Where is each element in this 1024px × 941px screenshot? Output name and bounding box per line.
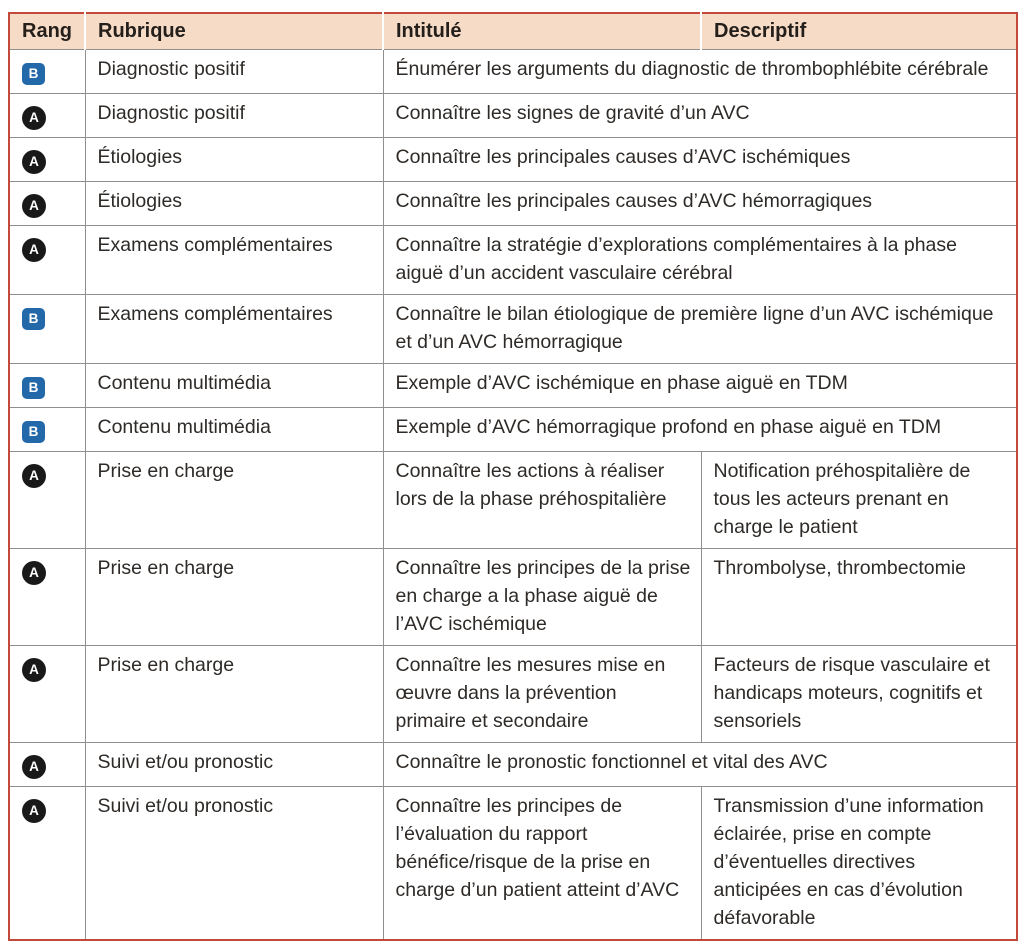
- table-row: A Suivi et/ou pronostic Connaître le pro…: [8, 742, 1018, 787]
- descriptif-cell: Thrombolyse, thrombectomie: [700, 548, 1018, 646]
- rang-cell: B: [8, 294, 86, 364]
- rang-cell: A: [8, 548, 86, 646]
- rank-badge: A: [22, 463, 46, 488]
- rubrique-cell: Contenu multimédia: [84, 407, 384, 452]
- intitule-cell: Connaître les signes de gravité d’un AVC: [382, 93, 1018, 138]
- intitule-cell: Connaître les principales causes d’AVC h…: [382, 181, 1018, 226]
- rank-badge: A: [22, 657, 46, 682]
- column-header-descriptif: Descriptif: [700, 13, 1017, 50]
- rang-cell: A: [8, 137, 86, 182]
- rang-cell: A: [8, 786, 86, 941]
- rank-badge: B: [22, 376, 45, 399]
- intitule-cell: Connaître les principales causes d’AVC i…: [382, 137, 1018, 182]
- table-row: A Étiologies Connaître les principales c…: [8, 181, 1018, 226]
- table-row: A Examens complémentaires Connaître la s…: [8, 225, 1018, 295]
- rubrique-cell: Contenu multimédia: [84, 363, 384, 408]
- table-row: A Diagnostic positif Connaître les signe…: [8, 93, 1018, 138]
- rubrique-cell: Examens complémentaires: [84, 225, 384, 295]
- column-header-rang: Rang: [9, 13, 85, 50]
- descriptif-cell: Facteurs de risque vasculaire et handica…: [700, 645, 1018, 743]
- rubrique-cell: Prise en charge: [84, 548, 384, 646]
- table-row: A Prise en charge Connaître les principe…: [8, 548, 1018, 646]
- rubrique-cell: Suivi et/ou pronostic: [84, 742, 384, 787]
- column-header-rubrique: Rubrique: [84, 13, 383, 50]
- rank-badge: A: [22, 754, 46, 779]
- rank-badge: A: [22, 798, 46, 823]
- table-body: B Diagnostic positif Énumérer les argume…: [8, 49, 1018, 941]
- rank-badge: B: [22, 62, 45, 85]
- rang-cell: A: [8, 93, 86, 138]
- intitule-cell: Connaître les principes de l’évaluation …: [382, 786, 702, 941]
- rang-cell: B: [8, 363, 86, 408]
- intitule-cell: Connaître la stratégie d’explorations co…: [382, 225, 1018, 295]
- intitule-cell: Connaître les actions à réaliser lors de…: [382, 451, 702, 549]
- competence-table: Rang Rubrique Intitulé Descriptif B Diag…: [8, 12, 1018, 941]
- rank-badge: A: [22, 560, 46, 585]
- table-row: A Prise en charge Connaître les actions …: [8, 451, 1018, 549]
- rang-cell: B: [8, 49, 86, 94]
- rang-cell: A: [8, 645, 86, 743]
- rubrique-cell: Étiologies: [84, 137, 384, 182]
- rang-cell: B: [8, 407, 86, 452]
- table-row: B Contenu multimédia Exemple d’AVC isché…: [8, 363, 1018, 408]
- document-page: Rang Rubrique Intitulé Descriptif B Diag…: [8, 12, 1018, 941]
- rubrique-cell: Diagnostic positif: [84, 93, 384, 138]
- table-row: A Suivi et/ou pronostic Connaître les pr…: [8, 786, 1018, 941]
- intitule-cell: Exemple d’AVC ischémique en phase aiguë …: [382, 363, 1018, 408]
- table-header-row: Rang Rubrique Intitulé Descriptif: [9, 13, 1017, 50]
- table-row: A Étiologies Connaître les principales c…: [8, 137, 1018, 182]
- rank-badge: A: [22, 105, 46, 130]
- rubrique-cell: Diagnostic positif: [84, 49, 384, 94]
- rank-badge: B: [22, 420, 45, 443]
- intitule-cell: Exemple d’AVC hémorragique profond en ph…: [382, 407, 1018, 452]
- intitule-cell: Connaître les mesures mise en œuvre dans…: [382, 645, 702, 743]
- rubrique-cell: Suivi et/ou pronostic: [84, 786, 384, 941]
- rubrique-cell: Prise en charge: [84, 645, 384, 743]
- intitule-cell: Énumérer les arguments du diagnostic de …: [382, 49, 1018, 94]
- table-row: B Examens complémentaires Connaître le b…: [8, 294, 1018, 364]
- table-row: B Contenu multimédia Exemple d’AVC hémor…: [8, 407, 1018, 452]
- rang-cell: A: [8, 742, 86, 787]
- rank-badge: A: [22, 237, 46, 262]
- rang-cell: A: [8, 181, 86, 226]
- rubrique-cell: Examens complémentaires: [84, 294, 384, 364]
- rubrique-cell: Prise en charge: [84, 451, 384, 549]
- rang-cell: A: [8, 225, 86, 295]
- rubrique-cell: Étiologies: [84, 181, 384, 226]
- rank-badge: A: [22, 149, 46, 174]
- table-row: B Diagnostic positif Énumérer les argume…: [8, 49, 1018, 94]
- descriptif-cell: Notification préhospitalière de tous les…: [700, 451, 1018, 549]
- rank-badge: A: [22, 193, 46, 218]
- table-row: A Prise en charge Connaître les mesures …: [8, 645, 1018, 743]
- rank-badge: B: [22, 307, 45, 330]
- rang-cell: A: [8, 451, 86, 549]
- intitule-cell: Connaître le bilan étiologique de premiè…: [382, 294, 1018, 364]
- intitule-cell: Connaître le pronostic fonctionnel et vi…: [382, 742, 1018, 787]
- column-header-intitule: Intitulé: [382, 13, 701, 50]
- descriptif-cell: Transmission d’une information éclairée,…: [700, 786, 1018, 941]
- intitule-cell: Connaître les principes de la prise en c…: [382, 548, 702, 646]
